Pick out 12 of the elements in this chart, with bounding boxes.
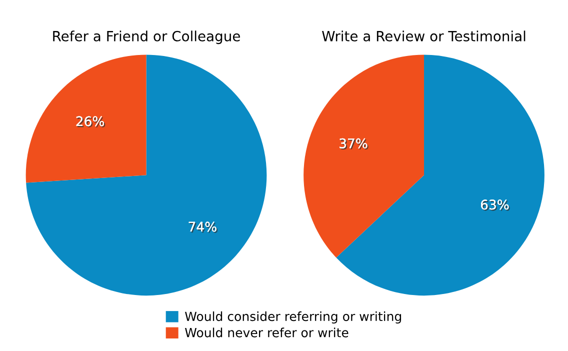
data-label: 37% (340, 138, 368, 150)
chart-title: Write a Review or Testimonial (322, 30, 526, 42)
legend-label: Would consider referring or writing (185, 311, 402, 324)
pie-slice (304, 54, 424, 258)
data-label: 74% (188, 222, 218, 233)
data-label: 26% (76, 116, 106, 128)
pie-slice (26, 54, 146, 183)
pie-slice (336, 54, 544, 296)
chart-title: Refer a Friend or Colleague (53, 30, 240, 44)
data-label: 63% (481, 200, 510, 211)
pie-slice (26, 54, 267, 296)
legend-label: Would never refer or write (185, 328, 348, 338)
